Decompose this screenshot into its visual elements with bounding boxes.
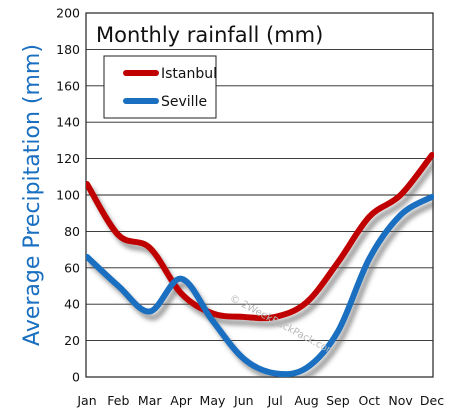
x-tick-label: May bbox=[200, 393, 226, 408]
series-line-istanbul bbox=[86, 151, 434, 322]
series-shadow-seville bbox=[88, 200, 434, 378]
chart-title: Monthly rainfall (mm) bbox=[96, 23, 323, 47]
y-axis-label: Average Precipitation (mm) bbox=[20, 44, 45, 346]
x-tick-label: Jun bbox=[233, 393, 254, 408]
y-tick-label: 140 bbox=[56, 115, 80, 130]
x-tick-labels: Jan Feb Mar Apr May Jun Jul Aug Sep Oct Nov Dec bbox=[76, 393, 444, 408]
series-lines bbox=[86, 151, 434, 378]
y-tick-label: 200 bbox=[56, 6, 80, 21]
legend: Istanbul Seville bbox=[103, 55, 217, 119]
x-tick-label: Dec bbox=[420, 393, 444, 408]
y-tick-label: 80 bbox=[64, 224, 80, 239]
x-tick-label: Sep bbox=[326, 393, 350, 408]
x-tick-label: Aug bbox=[294, 393, 318, 408]
y-tick-label: 0 bbox=[72, 370, 80, 385]
grid-lines bbox=[86, 48, 433, 342]
legend-box bbox=[103, 55, 217, 119]
y-tick-label: 100 bbox=[56, 188, 80, 203]
legend-label-seville: Seville bbox=[161, 94, 207, 110]
y-tick-label: 180 bbox=[56, 42, 80, 57]
x-tick-label: Nov bbox=[388, 393, 413, 408]
x-tick-label: Jan bbox=[76, 393, 96, 408]
legend-label-istanbul: Istanbul bbox=[161, 66, 217, 82]
x-tick-label: Apr bbox=[170, 393, 192, 408]
y-tick-label: 20 bbox=[64, 333, 80, 348]
y-tick-label: 120 bbox=[56, 151, 80, 166]
y-tick-labels: 0 20 40 60 80 100 120 140 160 180 200 bbox=[56, 6, 80, 385]
series-line-seville bbox=[86, 193, 434, 378]
y-tick-label: 60 bbox=[64, 260, 80, 275]
y-tick-label: 160 bbox=[56, 78, 80, 93]
y-tick-label: 40 bbox=[64, 297, 80, 312]
x-tick-label: Jul bbox=[267, 393, 283, 408]
x-tick-label: Mar bbox=[138, 393, 162, 408]
x-tick-label: Feb bbox=[107, 393, 129, 408]
x-tick-label: Oct bbox=[358, 393, 380, 408]
